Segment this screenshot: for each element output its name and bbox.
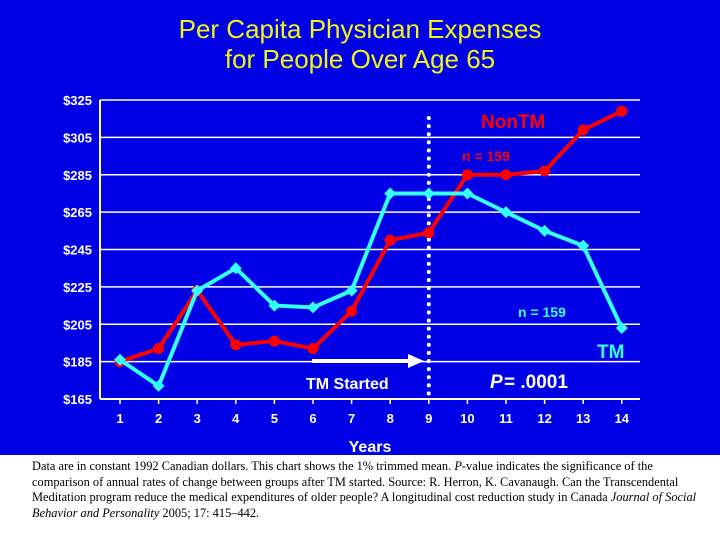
y-tick-label: $325: [63, 93, 92, 108]
chart-title: Per Capita Physician Expenses for People…: [0, 14, 720, 74]
data-point-nontm: [346, 305, 358, 317]
x-tick-label: 3: [194, 411, 201, 426]
series-label-tm: TM: [597, 342, 624, 363]
footnote-part-2: -value indicates the significance of the…: [32, 459, 679, 505]
data-point-tm: [307, 301, 319, 314]
series-label-nontm: NonTM: [481, 112, 545, 133]
data-point-tm: [114, 353, 126, 366]
data-point-tm: [615, 321, 628, 334]
data-point-tm: [384, 187, 397, 200]
x-tick-label: 11: [499, 411, 513, 426]
data-point-tm: [268, 299, 281, 312]
y-tick-label: $205: [63, 317, 92, 332]
data-point-nontm: [616, 105, 628, 117]
y-tick-label: $185: [63, 355, 92, 370]
series-line-nontm: [119, 109, 623, 364]
data-point-nontm: [307, 343, 319, 355]
data-point-nontm: [423, 227, 435, 239]
data-point-nontm: [539, 165, 551, 177]
data-point-tm: [577, 239, 590, 252]
p-value: = .0001: [504, 372, 568, 393]
footnote-part-3: 2005; 17: 415–442.: [159, 505, 260, 520]
data-point-tm: [500, 206, 512, 219]
nontm-n-label: n = 159: [462, 148, 510, 164]
data-point-tm: [345, 284, 358, 297]
footnote-p-italic: P: [454, 459, 462, 473]
data-point-nontm: [461, 169, 473, 181]
data-point-nontm: [230, 339, 242, 351]
footnote-journal: Journal of Social Behavior and Personali…: [32, 490, 697, 520]
data-point-nontm: [577, 124, 589, 136]
series-line-tm: [118, 191, 624, 388]
y-tick-label: $245: [63, 243, 92, 258]
tm-started-label: TM Started: [306, 376, 389, 393]
x-axis-label: Years: [349, 439, 392, 455]
data-point-tm: [461, 187, 474, 200]
data-point-tm: [152, 379, 165, 392]
data-point-tm: [538, 224, 551, 237]
y-tick-label: $225: [63, 280, 92, 295]
footnote: Data are in constant 1992 Canadian dolla…: [0, 455, 720, 540]
data-point-tm: [422, 187, 435, 200]
x-tick-label: 14: [615, 411, 630, 426]
x-tick-label: 8: [387, 411, 394, 426]
title-line-1: Per Capita Physician Expenses: [178, 14, 542, 44]
data-point-nontm: [384, 234, 396, 246]
x-tick-label: 9: [425, 411, 432, 426]
tm-started-arrow-head: [408, 354, 424, 368]
tm-n-label: n = 159: [518, 304, 566, 320]
footnote-part-1: Data are in constant 1992 Canadian dolla…: [32, 459, 455, 473]
title-line-2: for People Over Age 65: [224, 44, 496, 74]
x-tick-label: 13: [576, 411, 590, 426]
y-tick-label: $265: [63, 205, 92, 220]
p-label: P: [490, 372, 503, 393]
x-tick-label: 7: [348, 411, 355, 426]
x-tick-label: 10: [460, 411, 474, 426]
x-tick-label: 5: [271, 411, 278, 426]
data-point-tm: [229, 262, 242, 275]
x-tick-label: 6: [309, 411, 316, 426]
data-point-tm: [191, 284, 204, 297]
y-tick-label: $305: [63, 130, 92, 145]
data-point-nontm: [268, 335, 280, 347]
x-tick-label: 12: [537, 411, 551, 426]
x-tick-label: 4: [232, 411, 240, 426]
y-tick-label: $285: [63, 168, 92, 183]
y-tick-label: $165: [63, 392, 92, 407]
data-point-nontm: [500, 169, 512, 181]
x-tick-label: 2: [155, 411, 162, 426]
data-point-nontm: [153, 343, 165, 355]
x-tick-label: 1: [116, 411, 123, 426]
